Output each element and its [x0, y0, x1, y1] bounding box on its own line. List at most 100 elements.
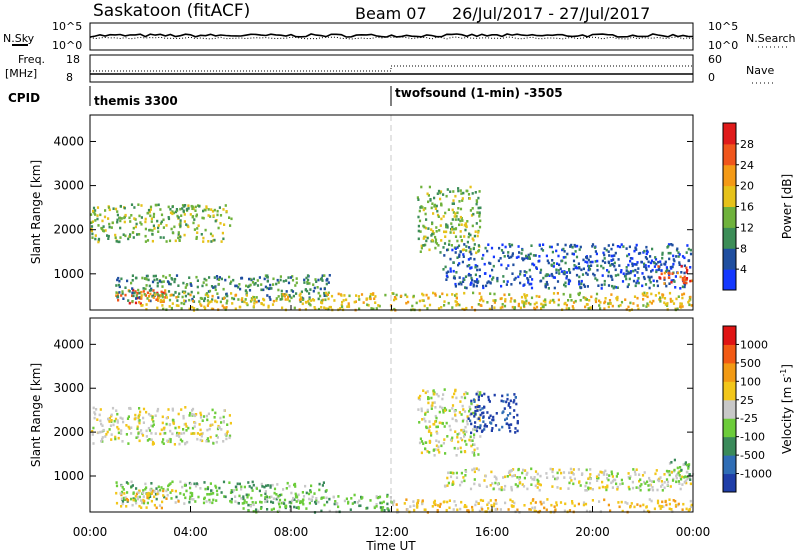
data-cell	[232, 278, 235, 282]
data-cell	[603, 301, 606, 305]
data-cell	[672, 477, 675, 481]
data-cell	[171, 205, 174, 209]
data-cell	[474, 412, 477, 416]
data-cell	[214, 299, 217, 303]
data-cell	[155, 487, 158, 490]
data-cell	[275, 299, 278, 302]
data-cell	[123, 206, 126, 210]
data-cell	[666, 480, 670, 484]
nsearch-tick-top: 10^5	[708, 20, 738, 33]
data-cell	[295, 277, 298, 280]
data-cell	[436, 425, 439, 429]
data-cell	[132, 498, 135, 502]
data-cell	[523, 257, 526, 261]
data-cell	[432, 422, 435, 426]
data-cell	[596, 479, 599, 482]
data-cell	[564, 502, 567, 506]
data-cell	[174, 426, 177, 430]
data-cell	[514, 427, 517, 430]
data-cell	[675, 255, 678, 258]
data-cell	[228, 481, 231, 484]
data-cell	[183, 233, 186, 237]
data-cell	[452, 227, 455, 231]
data-cell	[470, 276, 473, 280]
data-cell	[121, 500, 125, 503]
data-cell	[302, 298, 305, 301]
data-cell	[435, 392, 439, 396]
data-cell	[114, 437, 117, 441]
data-cell	[509, 412, 512, 415]
data-cell	[195, 237, 198, 240]
data-cell	[607, 478, 610, 482]
data-cell	[162, 494, 165, 497]
data-cell	[510, 255, 513, 259]
data-cell	[451, 208, 454, 212]
data-cell	[462, 255, 465, 258]
data-cell	[486, 301, 489, 304]
data-cell	[471, 207, 474, 210]
data-cell	[611, 304, 614, 308]
data-cell	[589, 473, 592, 476]
data-cell	[478, 299, 482, 302]
data-cell	[210, 208, 213, 211]
data-cell	[603, 279, 606, 283]
data-cell	[515, 402, 518, 406]
data-cell	[490, 429, 493, 432]
data-cell	[654, 258, 658, 261]
data-cell	[141, 432, 144, 436]
data-cell	[199, 416, 203, 419]
data-cell	[122, 488, 125, 491]
data-cell	[538, 295, 541, 298]
data-cell	[360, 293, 364, 296]
data-cell	[285, 487, 288, 490]
data-cell	[148, 289, 151, 292]
data-cell	[308, 497, 311, 501]
nsearch-label: N.Search	[746, 32, 796, 45]
data-cell	[600, 283, 603, 287]
data-cell	[689, 478, 692, 481]
data-cell	[512, 416, 515, 419]
data-cell	[451, 471, 454, 475]
data-cell	[602, 473, 605, 476]
data-cell	[140, 429, 143, 432]
data-cell	[146, 494, 149, 498]
data-cell	[479, 424, 482, 427]
data-cell	[91, 430, 94, 433]
data-cell	[379, 501, 382, 505]
data-cell	[144, 240, 147, 243]
data-cell	[182, 431, 186, 435]
data-cell	[447, 471, 450, 475]
data-cell	[324, 298, 327, 302]
data-cell	[157, 485, 160, 489]
data-cell	[386, 493, 389, 497]
data-cell	[217, 296, 220, 299]
data-cell	[477, 231, 480, 234]
data-cell	[361, 496, 364, 499]
data-cell	[458, 200, 461, 203]
data-cell	[476, 426, 479, 429]
data-cell	[210, 285, 214, 288]
data-cell	[522, 301, 525, 305]
data-cell	[617, 273, 620, 277]
data-cell	[131, 291, 134, 295]
data-cell	[663, 473, 666, 476]
data-cell	[271, 303, 275, 306]
data-cell	[219, 214, 223, 217]
data-cell	[556, 486, 559, 489]
data-cell	[479, 413, 482, 417]
data-cell	[500, 486, 503, 489]
data-cell	[118, 291, 121, 294]
data-cell	[685, 271, 688, 274]
data-cell	[533, 478, 536, 482]
data-cell	[592, 272, 595, 276]
data-cell	[372, 307, 375, 311]
data-cell	[142, 421, 145, 424]
data-cell	[134, 413, 137, 417]
data-cell	[617, 304, 620, 308]
data-cell	[395, 297, 398, 301]
data-cell	[216, 292, 219, 295]
data-cell	[334, 500, 337, 503]
data-cell	[603, 283, 606, 286]
data-cell	[203, 481, 206, 484]
data-cell	[477, 393, 480, 397]
